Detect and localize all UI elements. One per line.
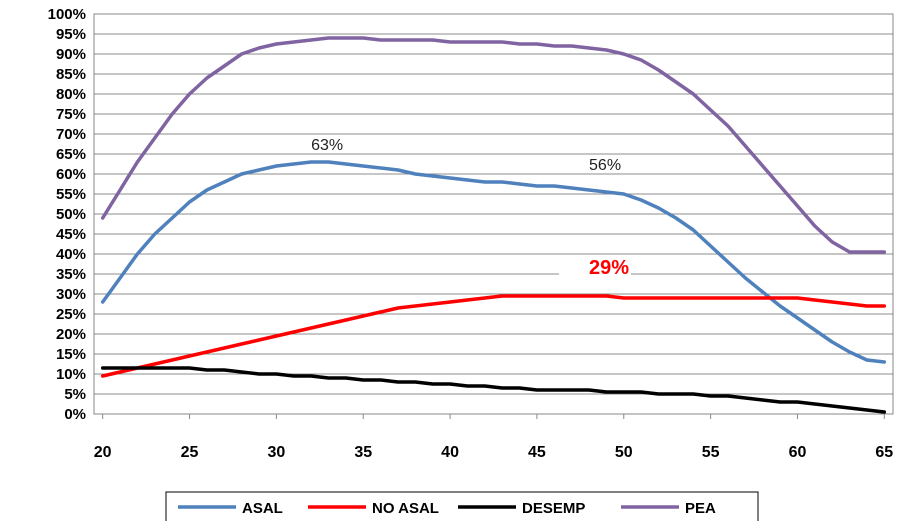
y-tick-label: 45% <box>56 226 86 243</box>
data-annotation: 56% <box>589 157 621 174</box>
y-tick-label: 85% <box>56 66 86 83</box>
x-tick-label: 35 <box>354 444 372 461</box>
y-tick-label: 10% <box>56 366 86 383</box>
y-tick-label: 5% <box>64 386 86 403</box>
y-tick-label: 50% <box>56 206 86 223</box>
y-tick-label: 0% <box>64 406 86 423</box>
series-line-desemp <box>100 366 887 414</box>
plot-frame <box>93 13 894 415</box>
y-tick-label: 75% <box>56 106 86 123</box>
y-tick-label: 15% <box>56 346 86 363</box>
y-tick-label: 65% <box>56 146 86 163</box>
series-line-pea <box>100 36 887 254</box>
y-tick-label: 95% <box>56 26 86 43</box>
x-tick-label: 50 <box>615 444 633 461</box>
y-tick-label: 35% <box>56 266 86 283</box>
y-tick-label: 60% <box>56 166 86 183</box>
legend-label: ASAL <box>242 500 283 517</box>
x-axis: 20 25 30 35 40 45 50 55 60 65 <box>94 414 893 461</box>
y-tick-label: 90% <box>56 46 86 63</box>
legend-label: PEA <box>685 500 716 517</box>
x-tick-label: 55 <box>702 444 720 461</box>
x-tick-label: 25 <box>181 444 199 461</box>
series-line-no-asal <box>100 294 887 378</box>
grid-layer <box>94 13 893 415</box>
x-tick-label: 60 <box>789 444 807 461</box>
x-tick-label: 45 <box>528 444 546 461</box>
annotation-background <box>559 258 632 290</box>
y-tick-label: 20% <box>56 326 86 343</box>
x-tick-label: 30 <box>267 444 285 461</box>
legend: ASAL NO ASAL DESEMP PEA <box>165 491 759 521</box>
legend-label: NO ASAL <box>372 500 439 517</box>
x-tick-label: 20 <box>94 444 112 461</box>
series-line-asal <box>100 160 887 364</box>
annotations: 63% 56% 29% <box>311 137 632 290</box>
series-layer <box>100 36 887 414</box>
y-tick-label: 70% <box>56 126 86 143</box>
y-tick-label: 40% <box>56 246 86 263</box>
data-annotation: 29% <box>589 257 629 279</box>
y-axis: 0% 5% 10% 15% 20% 25% 30% 35% 40% 45% 50% 55% 60% 65%… <box>48 6 86 423</box>
x-tick-label: 40 <box>441 444 459 461</box>
y-tick-label: 80% <box>56 86 86 103</box>
y-tick-label: 55% <box>56 186 86 203</box>
x-tick-label: 65 <box>875 444 893 461</box>
legend-label: DESEMP <box>522 500 585 517</box>
y-tick-label: 25% <box>56 306 86 323</box>
y-tick-label: 30% <box>56 286 86 303</box>
y-tick-label: 100% <box>48 6 86 23</box>
data-annotation: 63% <box>311 137 343 154</box>
